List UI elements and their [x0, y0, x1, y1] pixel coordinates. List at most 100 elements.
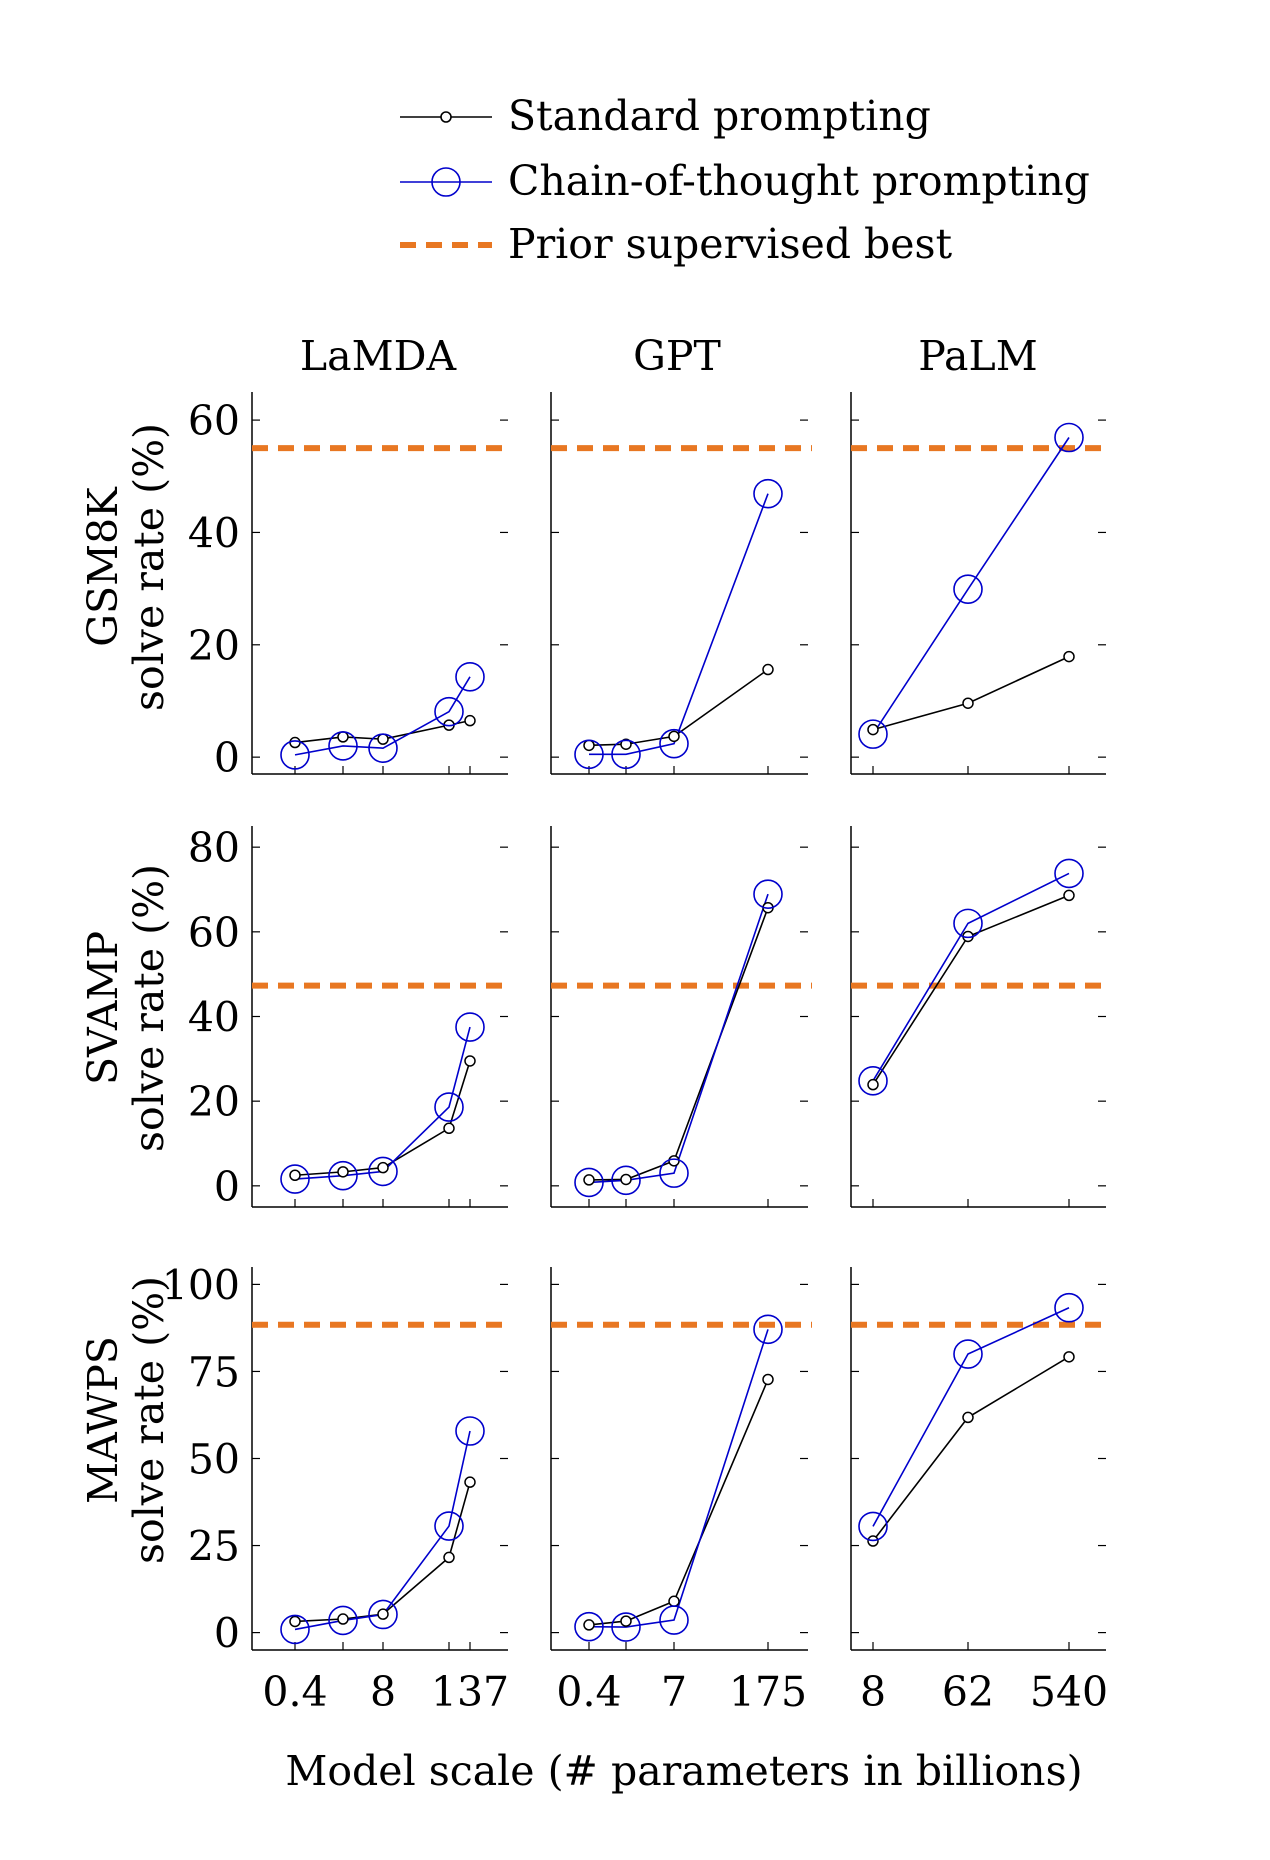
cot-point-palm-gsm8k [953, 574, 983, 604]
standard-point-lamda-gsm8k [464, 714, 476, 727]
y-tick-label-mawps: 50 [188, 1436, 240, 1484]
y-tick-label-mawps: 100 [162, 1261, 240, 1309]
standard-point-lamda-svamp [464, 1055, 476, 1067]
y-tick-label-gsm8k: 20 [188, 622, 240, 670]
cot-point-palm-gsm8k [858, 719, 888, 749]
x-axis-label: Model scale (# parameters in billions) [285, 1747, 1082, 1795]
standard-point-gpt-svamp [583, 1174, 595, 1186]
cot-line-palm-gsm8k [872, 437, 1070, 735]
standard-point-lamda-svamp [289, 1169, 301, 1181]
x-tick-label-lamda: 137 [431, 1668, 509, 1716]
standard-point-lamda-mawps [337, 1613, 349, 1625]
standard-point-lamda-mawps [377, 1608, 389, 1620]
standard-point-lamda-gsm8k [377, 733, 389, 745]
y-tick-label-mawps: 0 [214, 1610, 240, 1658]
y-tick-label-svamp: 80 [188, 824, 240, 872]
row-ylabel-svamp: solve rate (%) [125, 864, 173, 1152]
cot-point-lamda-svamp [328, 1160, 358, 1191]
cot-point-palm-mawps [953, 1339, 983, 1369]
cot-point-palm-svamp [953, 908, 983, 939]
standard-point-palm-gsm8k [867, 723, 879, 736]
panel-lamda-mawps: 0 25 50 75 100 0.4 8 137 [162, 1261, 512, 1716]
legend-standard-marker [440, 111, 452, 123]
standard-point-lamda-svamp [337, 1166, 349, 1178]
row-dataset-svamp: SVAMP [79, 931, 127, 1085]
row-dataset-gsm8k: GSM8K [79, 486, 127, 647]
cot-line-gpt-mawps [588, 1329, 769, 1628]
cot-point-palm-gsm8k [1054, 422, 1084, 453]
cot-point-lamda-gsm8k [280, 740, 310, 770]
column-title-lamda: LaMDA [300, 332, 458, 380]
cot-point-lamda-svamp [280, 1164, 310, 1194]
standard-point-palm-gsm8k [962, 697, 974, 709]
row-ylabel-mawps: solve rate (%) [125, 1276, 173, 1564]
cot-point-gpt-svamp [753, 879, 783, 909]
x-tick-label-palm: 540 [1030, 1668, 1108, 1716]
x-tick-label-gpt: 175 [729, 1668, 807, 1716]
row-label-gsm8k: GSM8K solve rate (%) [79, 423, 173, 711]
cot-point-lamda-svamp [368, 1156, 398, 1187]
x-tick-label-lamda: 0.4 [262, 1668, 327, 1716]
row-label-svamp: SVAMP solve rate (%) [79, 864, 173, 1152]
standard-point-gpt-mawps [620, 1615, 632, 1627]
panel-gpt-svamp [550, 826, 812, 1208]
cot-point-gpt-svamp [611, 1165, 641, 1196]
row-ylabel-gsm8k: solve rate (%) [125, 423, 173, 711]
cot-line-gpt-svamp [588, 893, 769, 1184]
cot-point-lamda-gsm8k [368, 733, 398, 763]
x-tick-label-gpt: 0.4 [556, 1668, 621, 1716]
cot-point-gpt-svamp [659, 1158, 689, 1188]
panel-palm-svamp [850, 826, 1110, 1208]
cot-line-palm-svamp [872, 872, 1070, 1082]
y-tick-label-mawps: 75 [188, 1348, 240, 1396]
row-dataset-mawps: MAWPS [79, 1336, 127, 1504]
standard-point-gpt-gsm8k [583, 739, 595, 752]
x-tick-label-palm: 62 [942, 1668, 994, 1716]
standard-point-lamda-mawps [289, 1615, 301, 1628]
y-tick-label-svamp: 0 [214, 1163, 240, 1211]
standard-point-lamda-gsm8k [337, 731, 349, 743]
standard-point-gpt-gsm8k [620, 738, 632, 750]
panel-palm-gsm8k [850, 392, 1110, 775]
panel-palm-mawps: 8 62 540 [850, 1267, 1110, 1716]
cot-point-gpt-gsm8k [753, 478, 783, 509]
cot-point-lamda-mawps [280, 1614, 310, 1645]
column-title-palm: PaLM [918, 332, 1037, 380]
row-label-mawps: MAWPS solve rate (%) [79, 1276, 173, 1564]
standard-point-lamda-mawps [443, 1551, 455, 1564]
cot-point-lamda-mawps [455, 1416, 485, 1446]
cot-line-lamda-mawps [294, 1430, 471, 1631]
standard-point-palm-svamp [867, 1078, 879, 1091]
cot-point-lamda-gsm8k [455, 662, 485, 692]
standard-point-lamda-mawps [464, 1476, 476, 1488]
standard-line-palm-svamp [872, 894, 1070, 1086]
cot-line-palm-mawps [872, 1307, 1070, 1527]
panel-lamda-svamp: 0 20 40 60 80 [188, 824, 512, 1211]
cot-point-gpt-mawps [659, 1605, 689, 1635]
standard-line-gpt-gsm8k [588, 668, 769, 747]
y-tick-label-svamp: 40 [188, 994, 240, 1042]
cot-point-lamda-svamp [434, 1092, 464, 1122]
cot-point-gpt-mawps [574, 1611, 604, 1642]
legend-standard-label: Standard prompting [508, 92, 931, 140]
cot-point-gpt-svamp [574, 1167, 604, 1198]
y-tick-label-gsm8k: 0 [214, 734, 240, 782]
y-tick-label-gsm8k: 40 [188, 509, 240, 557]
cot-point-gpt-mawps [753, 1314, 783, 1345]
cot-point-gpt-mawps [611, 1612, 641, 1642]
cot-point-lamda-mawps [368, 1599, 398, 1630]
legend: Standard prompting Chain-of-thought prom… [400, 92, 1090, 268]
standard-point-gpt-gsm8k [762, 663, 774, 676]
cot-point-palm-mawps [1054, 1292, 1084, 1323]
panels: 0 20 40 60 0 20 40 60 80 0 25 50 75 100 0.4 8 137 0.4 7 175… [162, 392, 1110, 1716]
x-tick-label-lamda: 8 [370, 1668, 396, 1716]
standard-line-gpt-mawps [588, 1379, 769, 1626]
panel-gpt-mawps: 0.4 7 175 [550, 1267, 812, 1716]
standard-point-palm-svamp [1063, 889, 1075, 902]
standard-line-gpt-svamp [588, 907, 769, 1181]
y-tick-label-svamp: 60 [188, 909, 240, 957]
x-tick-label-palm: 8 [860, 1668, 886, 1716]
standard-point-gpt-mawps [668, 1595, 680, 1608]
